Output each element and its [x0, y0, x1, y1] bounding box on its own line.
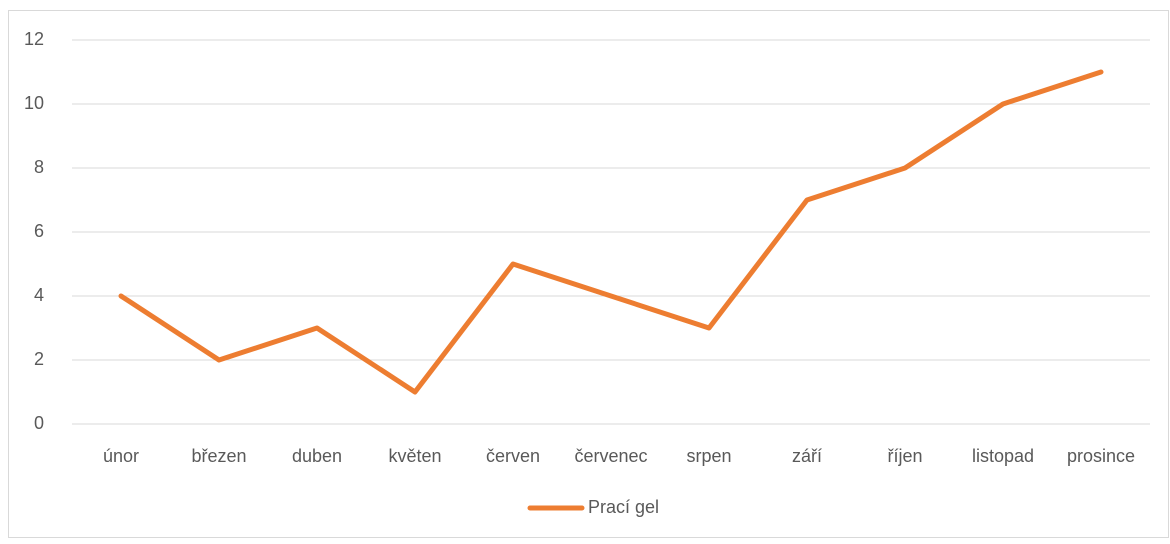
y-tick-label: 12 [24, 29, 44, 49]
x-tick-label: prosince [1067, 446, 1135, 466]
x-tick-label: červen [486, 446, 540, 466]
y-tick-label: 6 [34, 221, 44, 241]
x-tick-label: březen [191, 446, 246, 466]
x-tick-label: listopad [972, 446, 1034, 466]
x-tick-label: září [792, 446, 822, 466]
chart-frame [8, 10, 1169, 538]
x-tick-label: říjen [887, 446, 922, 466]
y-tick-label: 0 [34, 413, 44, 433]
y-tick-label: 4 [34, 285, 44, 305]
x-tick-label: únor [103, 446, 139, 466]
legend-label: Prací gel [588, 497, 659, 517]
y-tick-label: 10 [24, 93, 44, 113]
x-tick-label: květen [388, 446, 441, 466]
line-series [118, 69, 1104, 395]
x-tick-label: duben [292, 446, 342, 466]
y-tick-label: 8 [34, 157, 44, 177]
x-tick-label: červenec [574, 446, 647, 466]
y-tick-label: 2 [34, 349, 44, 369]
x-tick-label: srpen [686, 446, 731, 466]
